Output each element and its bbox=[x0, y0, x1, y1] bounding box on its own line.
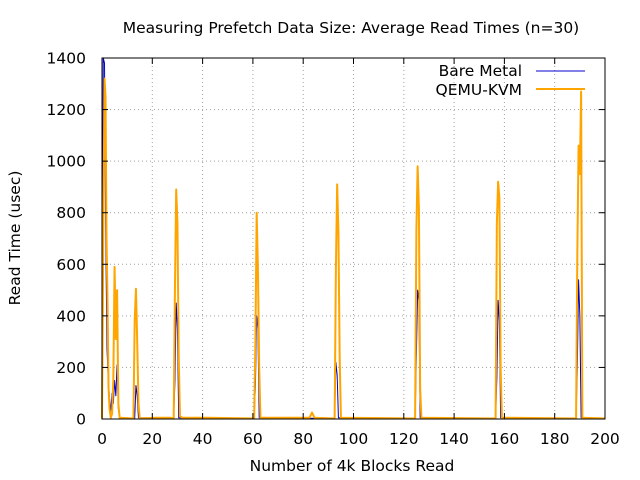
y-tick-label: 1200 bbox=[47, 101, 86, 119]
legend: Bare Metal QEMU-KVM bbox=[436, 62, 585, 99]
x-tick-label: 80 bbox=[293, 430, 313, 448]
series-line-qemu-kvm bbox=[101, 77, 606, 420]
x-tick-label: 200 bbox=[590, 430, 620, 448]
y-tick-label: 1000 bbox=[47, 153, 86, 171]
y-tick-label: 1400 bbox=[47, 50, 86, 68]
x-tick-label: 160 bbox=[490, 430, 520, 448]
x-tick-label: 100 bbox=[339, 430, 369, 448]
x-tick-label: 60 bbox=[243, 430, 263, 448]
legend-label-bare-metal: Bare Metal bbox=[439, 62, 522, 80]
y-axis-label: Read Time (usec) bbox=[6, 171, 24, 306]
y-tick-label: 200 bbox=[56, 359, 86, 377]
y-tick-label: 600 bbox=[56, 256, 86, 274]
axis-ticks bbox=[101, 57, 606, 420]
x-tick-label: 140 bbox=[439, 430, 469, 448]
x-tick-label: 0 bbox=[97, 430, 107, 448]
x-tick-label: 40 bbox=[193, 430, 213, 448]
x-tick-label: 180 bbox=[540, 430, 570, 448]
y-tick-labels: 0 200 400 600 800 1000 1200 1400 bbox=[47, 50, 86, 429]
y-tick-label: 0 bbox=[76, 411, 86, 429]
grid-lines bbox=[102, 58, 605, 419]
legend-label-qemu-kvm: QEMU-KVM bbox=[436, 81, 522, 99]
x-axis-label: Number of 4k Blocks Read bbox=[250, 457, 455, 475]
y-tick-label: 400 bbox=[56, 307, 86, 325]
series-layer bbox=[101, 57, 606, 420]
chart-title: Measuring Prefetch Data Size: Average Re… bbox=[123, 19, 579, 37]
y-tick-label: 800 bbox=[56, 204, 86, 222]
x-tick-labels: 0 20 40 60 80 100 120 140 160 180 200 bbox=[97, 430, 620, 448]
x-tick-label: 120 bbox=[389, 430, 419, 448]
x-tick-label: 20 bbox=[142, 430, 162, 448]
